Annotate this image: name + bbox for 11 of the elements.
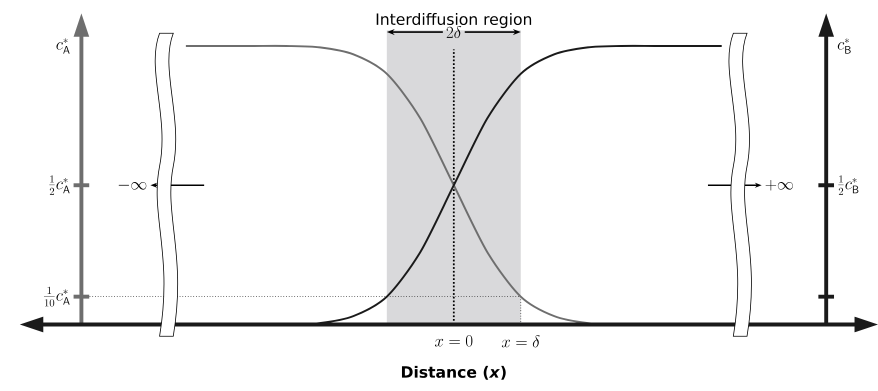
x-axis-title: Distance (x) [402,366,506,380]
text: $x=\delta$ [502,335,540,348]
text: $+\infty$ [766,180,793,191]
text: $x=0$ [435,335,472,347]
text: $\frac{1}{2}c_{\mathsf{A}}^{*}$ [49,175,70,195]
text: $-\infty$ [118,182,146,190]
text: $2\delta$ [446,26,462,38]
text: $c_{\mathsf{B}}^{*}$ [838,38,851,54]
text: $\frac{1}{10}c_{\mathsf{A}}^{*}$ [44,286,70,307]
text: $c_{\mathsf{A}}^{*}$ [56,38,70,54]
text: $\frac{1}{2}c_{\mathsf{B}}^{*}$ [838,175,858,195]
